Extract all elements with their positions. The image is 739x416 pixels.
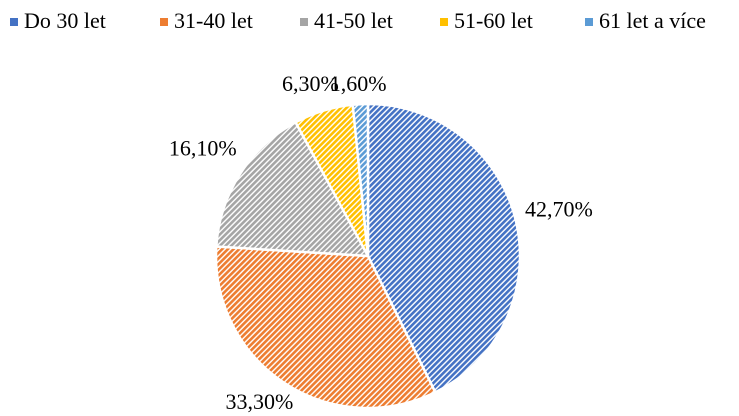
legend-label: 41-50 let <box>314 8 393 33</box>
legend-swatch <box>440 18 448 26</box>
legend-label: 31-40 let <box>174 8 253 33</box>
legend-swatch <box>10 18 18 26</box>
legend-swatch <box>160 18 168 26</box>
legend-label: 51-60 let <box>454 8 533 33</box>
legend-swatch <box>300 18 308 26</box>
data-label: 1,60% <box>330 71 387 96</box>
legend-label: Do 30 let <box>24 8 106 33</box>
pie-slice <box>214 120 371 258</box>
data-label: 6,30% <box>282 71 339 96</box>
data-label: 33,30% <box>225 389 293 414</box>
legend-swatch <box>585 18 593 26</box>
pie-slice <box>351 102 370 257</box>
data-label: 42,70% <box>525 196 593 221</box>
pie-slice <box>366 102 522 394</box>
pie-slice <box>214 245 437 410</box>
legend-label: 61 let a více <box>599 8 706 33</box>
data-label: 16,10% <box>169 136 237 161</box>
